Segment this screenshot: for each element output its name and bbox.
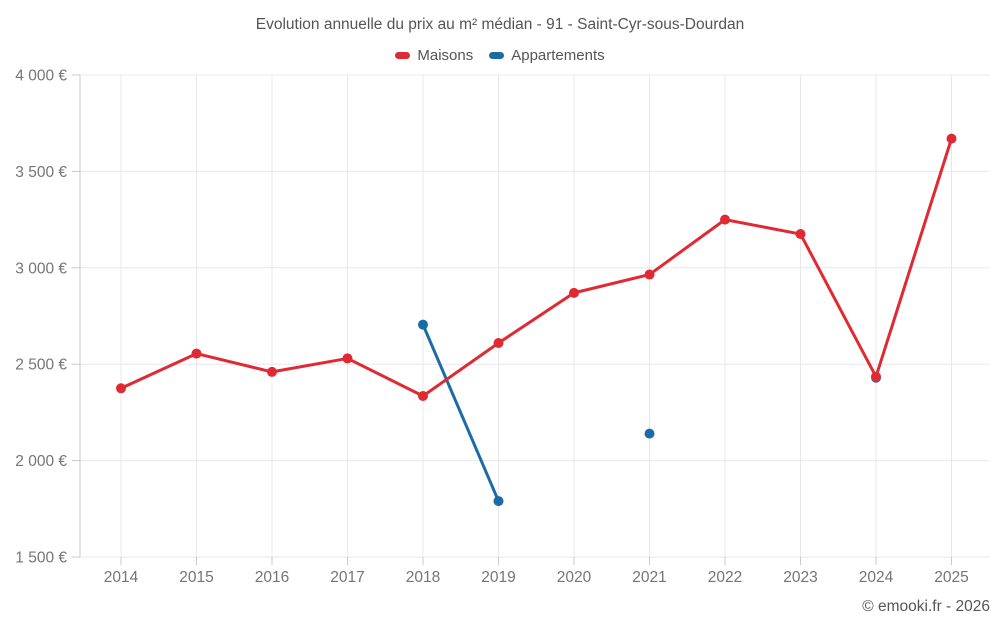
x-tick-label: 2021	[632, 569, 666, 586]
maisons-point[interactable]	[116, 383, 126, 394]
maisons-point[interactable]	[946, 133, 957, 144]
y-tick-label: 3 500 €	[15, 164, 67, 181]
x-tick-label: 2023	[783, 569, 817, 586]
maisons-point[interactable]	[795, 229, 806, 240]
y-tick-label: 1 500 €	[15, 550, 67, 567]
y-tick-label: 3 000 €	[15, 260, 67, 277]
maisons-point[interactable]	[342, 353, 353, 364]
appartements-line	[421, 324, 500, 502]
maisons-point[interactable]	[493, 337, 504, 348]
x-tick-label: 2019	[481, 569, 515, 586]
maisons-point[interactable]	[418, 391, 428, 402]
appartements-point[interactable]	[644, 428, 655, 439]
appartements-point[interactable]	[493, 496, 504, 507]
x-tick-label: 2024	[859, 569, 894, 586]
x-tick-label: 2020	[557, 569, 592, 586]
x-tick-label: 2022	[708, 569, 742, 586]
legend-label-appartements: Appartements	[511, 47, 605, 64]
maisons-point[interactable]	[267, 366, 277, 377]
appartements-point[interactable]	[418, 319, 428, 330]
maisons-point[interactable]	[569, 287, 579, 298]
x-tick-label: 2017	[330, 569, 364, 586]
maisons-swatch-icon	[395, 52, 411, 59]
maisons-line	[120, 138, 953, 398]
legend-label-maisons: Maisons	[417, 47, 474, 64]
y-tick-label: 2 500 €	[15, 357, 67, 374]
maisons-point[interactable]	[644, 269, 655, 280]
maisons-point[interactable]	[871, 371, 881, 382]
legend-item-maisons[interactable]: Maisons	[395, 47, 473, 64]
chart-legend: Maisons Appartements	[0, 47, 1000, 64]
copyright-text: © emooki.fr - 2026	[862, 598, 990, 615]
x-tick-label: 2014	[104, 569, 139, 586]
x-tick-label: 2025	[934, 569, 968, 586]
y-tick-label: 2 000 €	[15, 453, 67, 470]
legend-item-appartements[interactable]: Appartements	[489, 47, 605, 64]
x-tick-label: 2018	[406, 569, 440, 586]
x-tick-label: 2015	[179, 569, 213, 586]
x-tick-label: 2016	[255, 569, 289, 586]
chart-title: Evolution annuelle du prix au m² médian …	[255, 16, 745, 33]
y-tick-label: 4 000 €	[15, 68, 67, 85]
maisons-point[interactable]	[720, 214, 730, 225]
appartements-swatch-icon	[489, 52, 505, 59]
maisons-point[interactable]	[191, 348, 202, 359]
